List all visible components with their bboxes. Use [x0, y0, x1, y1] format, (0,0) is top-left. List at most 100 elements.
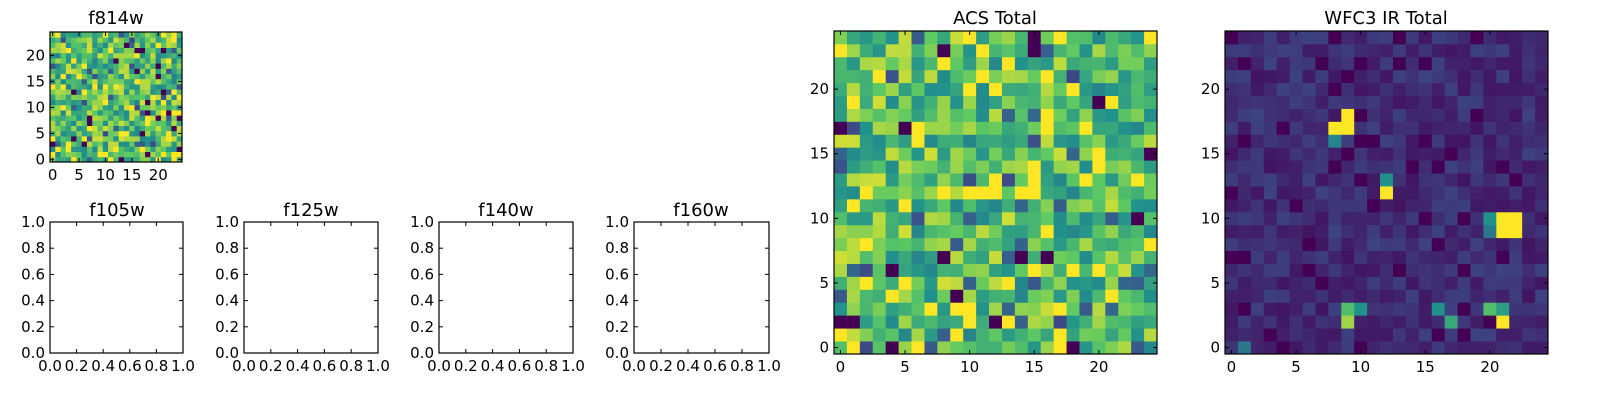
- heatmap-cell: [1418, 31, 1433, 45]
- heatmap-cell: [1105, 121, 1119, 135]
- heatmap-cell: [1092, 31, 1106, 45]
- heatmap-cell: [102, 94, 109, 100]
- heatmap-cell: [102, 141, 109, 147]
- heatmap-cell: [1040, 56, 1055, 71]
- heatmap-cell: [1328, 211, 1342, 226]
- heatmap-cell: [1263, 186, 1278, 200]
- heatmap-cell: [1276, 82, 1290, 96]
- heatmap-cell: [963, 95, 977, 109]
- heatmap-cell: [176, 58, 183, 64]
- heatmap-cell: [1040, 43, 1055, 58]
- heatmap-cell: [50, 68, 56, 74]
- heatmap-cell: [1457, 302, 1471, 316]
- heatmap-cell: [1535, 289, 1549, 303]
- heatmap-cell: [1225, 147, 1239, 161]
- heatmap-cell: [55, 78, 61, 85]
- heatmap-cell: [1457, 43, 1471, 58]
- heatmap-cell: [1118, 173, 1132, 187]
- heatmap-cell: [176, 115, 183, 121]
- heatmap-cell: [1001, 263, 1016, 277]
- heatmap-cell: [160, 68, 167, 74]
- heatmap-cell: [1302, 160, 1316, 174]
- heatmap-cell: [160, 32, 167, 38]
- heatmap-cell: [50, 42, 56, 48]
- heatmap-cell: [1001, 186, 1016, 200]
- heatmap-cell: [1315, 134, 1329, 148]
- heatmap-cell: [1040, 237, 1055, 252]
- heatmap-cell: [1053, 43, 1067, 58]
- heatmap-cell: [1457, 341, 1471, 355]
- heatmap-cell: [898, 263, 912, 277]
- heatmap-cell: [55, 63, 61, 69]
- heatmap-cell: [1237, 276, 1252, 290]
- heatmap-cell: [1118, 237, 1132, 252]
- heatmap-cell: [1354, 328, 1368, 342]
- heatmap-cell: [1328, 341, 1342, 355]
- heatmap-cell: [1392, 147, 1407, 161]
- heatmap-cell: [1289, 31, 1303, 45]
- heatmap-cell: [1250, 108, 1265, 122]
- heatmap-cell: [1263, 289, 1278, 303]
- heatmap-cell: [1131, 341, 1145, 355]
- heatmap-cell: [55, 37, 61, 43]
- heatmap-cell: [134, 47, 141, 54]
- heatmap-cell: [123, 125, 130, 132]
- heatmap-cell: [911, 108, 925, 122]
- heatmap-cell: [1131, 263, 1145, 277]
- heatmap-cell: [65, 136, 72, 142]
- heatmap-cell: [1276, 186, 1290, 200]
- heatmap-cell: [86, 156, 93, 163]
- heatmap-cell: [65, 47, 72, 54]
- x-tick-label: 5: [1291, 358, 1301, 376]
- y-tick-label: 1.0: [21, 213, 45, 231]
- heatmap-cell: [1315, 276, 1329, 290]
- heatmap-cell: [1405, 134, 1420, 148]
- heatmap-cell: [97, 104, 104, 111]
- heatmap-cell: [113, 125, 120, 132]
- heatmap-cell: [145, 89, 151, 95]
- heatmap-cell: [1276, 95, 1290, 109]
- heatmap-cell: [139, 130, 146, 137]
- heatmap-cell: [1431, 31, 1446, 45]
- heatmap-cell: [1237, 263, 1252, 277]
- heatmap-cell: [1367, 186, 1381, 200]
- heatmap-cell: [1237, 121, 1252, 135]
- heatmap-cell: [176, 94, 183, 100]
- heatmap-cell: [1354, 95, 1368, 109]
- heatmap-cell: [1392, 160, 1407, 174]
- heatmap-cell: [1509, 250, 1523, 264]
- heatmap-cell: [1367, 69, 1381, 84]
- heatmap-cell: [859, 224, 874, 239]
- heatmap-cell: [1040, 276, 1055, 290]
- heatmap-cell: [1367, 341, 1381, 355]
- heatmap-cell: [1118, 95, 1132, 109]
- heatmap-cell: [102, 115, 109, 121]
- heatmap-cell: [1289, 186, 1303, 200]
- heatmap-cell: [1225, 95, 1239, 109]
- heatmap-cell: [872, 198, 887, 213]
- heatmap-cell: [885, 121, 899, 135]
- heatmap-cell: [102, 42, 109, 48]
- heatmap-cell: [1302, 315, 1316, 329]
- heatmap-cell: [937, 160, 951, 174]
- heatmap-cell: [65, 68, 72, 74]
- heatmap-cell: [950, 69, 964, 84]
- heatmap-cell: [118, 146, 125, 152]
- heatmap-cell: [885, 263, 899, 277]
- heatmap-cell: [113, 73, 120, 80]
- axes-frame: [633, 221, 770, 354]
- heatmap-cell: [911, 198, 925, 213]
- heatmap-cell: [97, 63, 104, 69]
- heatmap-cell: [1470, 224, 1484, 239]
- heatmap-cell: [1354, 276, 1368, 290]
- heatmap-cell: [1014, 276, 1029, 290]
- y-tick-label: 5: [1210, 274, 1220, 292]
- heatmap-cell: [1457, 315, 1471, 329]
- heatmap-cell: [171, 110, 178, 116]
- heatmap-cell: [1302, 250, 1316, 264]
- heatmap-cell: [1392, 224, 1407, 239]
- heatmap-cell: [1225, 250, 1239, 264]
- heatmap-cell: [71, 42, 77, 48]
- heatmap-cell: [1250, 198, 1265, 213]
- heatmap-cell: [155, 84, 162, 90]
